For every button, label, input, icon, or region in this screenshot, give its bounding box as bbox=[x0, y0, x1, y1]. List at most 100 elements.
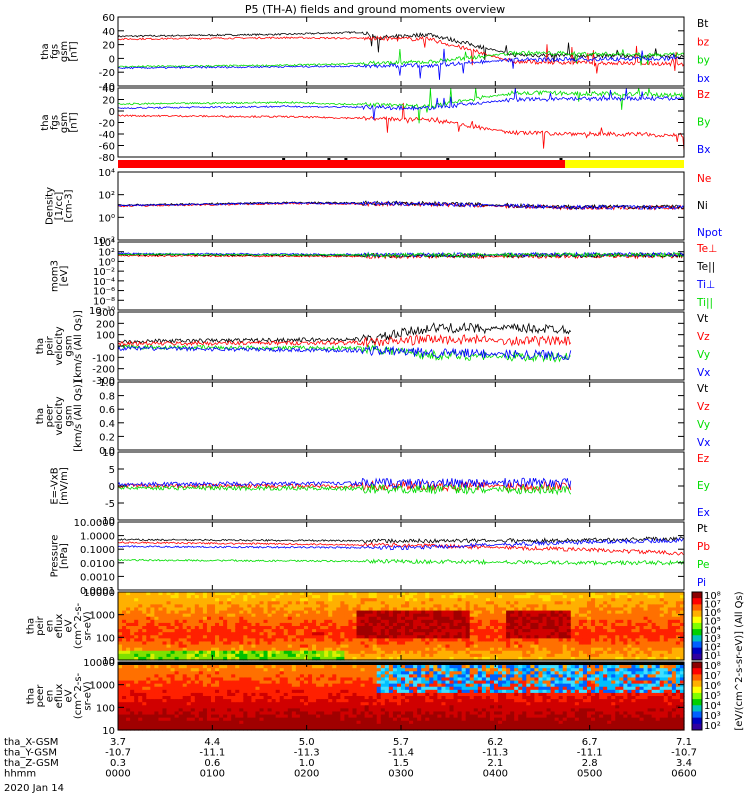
ytick-label: 0 bbox=[109, 54, 115, 65]
xtick-x: 6.2 bbox=[487, 737, 503, 748]
date-label: 2020 Jan 14 bbox=[4, 783, 64, 794]
xtick-y: -10.7 bbox=[105, 748, 131, 759]
ylabel-line: tha bbox=[40, 43, 51, 59]
ylabel-line: (cm^2-s- bbox=[73, 672, 84, 719]
ytick-label: 0.0 bbox=[99, 446, 115, 457]
colorbar-tick: 10⁵ bbox=[704, 617, 721, 628]
legend-Te⊥: Te⊥ bbox=[696, 243, 717, 255]
panel-pressure bbox=[117, 521, 685, 591]
mode-bar-slow bbox=[118, 160, 566, 168]
ylabel-line: eflux bbox=[54, 614, 65, 639]
ytick-label: 0.0100 bbox=[80, 559, 115, 570]
colorbar-tick: 10⁸ bbox=[704, 591, 721, 602]
legend-By: By bbox=[697, 117, 710, 129]
xtick-t: 0500 bbox=[577, 769, 602, 780]
axes-frame-temperature bbox=[117, 241, 685, 311]
ytick-label: -300 bbox=[92, 376, 115, 387]
series-fgs_gsm-Bt bbox=[117, 31, 685, 63]
ylabel-line: gsm bbox=[64, 405, 75, 426]
xtick-t: 0400 bbox=[483, 769, 508, 780]
mode-tick-2 bbox=[344, 158, 348, 160]
mode-bar-fast bbox=[565, 160, 684, 168]
colorbar-2 bbox=[691, 661, 703, 731]
ytick-label: 1.0000 bbox=[80, 532, 115, 543]
ylabel-line: Density bbox=[45, 187, 56, 225]
xaxis-row-label-1: tha_Y-GSM bbox=[4, 748, 57, 759]
xtick-x: 3.7 bbox=[110, 737, 126, 748]
ylabel-line: (cm^2-s- bbox=[73, 602, 84, 649]
legend-Vx: Vx bbox=[697, 367, 710, 379]
legend-Pb: Pb bbox=[697, 541, 710, 553]
legend-by: by bbox=[697, 55, 710, 67]
legend-bz: bz bbox=[697, 36, 710, 48]
series-peir_velocity-Vt bbox=[117, 322, 572, 345]
series-pressure-Pt bbox=[117, 536, 685, 544]
colorbar-tick: 10⁸ bbox=[704, 661, 721, 672]
xtick-x: 5.7 bbox=[393, 737, 409, 748]
xtick-t: 0000 bbox=[105, 769, 130, 780]
legend-Npot: Npot bbox=[697, 227, 722, 239]
panel-density bbox=[117, 171, 685, 241]
xaxis-row-label-0: tha_X-GSM bbox=[4, 737, 58, 748]
colorbar-tick: 10³ bbox=[704, 711, 721, 722]
ylabel-line: eflux bbox=[54, 684, 65, 709]
series-fgs_gsm2-Bz bbox=[118, 102, 685, 152]
xtick-z: 0.3 bbox=[110, 758, 126, 769]
axes-frame-peer_velocity bbox=[117, 381, 685, 451]
xtick-z: 2.8 bbox=[582, 758, 598, 769]
ylabel-line: tha bbox=[26, 688, 37, 704]
series-efield-Ex bbox=[117, 477, 572, 489]
ylabel-line: gsm bbox=[64, 335, 75, 356]
xaxis-row-label-3: hhmm bbox=[4, 769, 36, 780]
ylabel-line: [mV/m] bbox=[59, 467, 70, 505]
ylabel-line: [nT] bbox=[68, 112, 79, 132]
xtick-y: -11.1 bbox=[577, 748, 603, 759]
chart-title: P5 (TH-A) fields and ground moments over… bbox=[245, 3, 505, 16]
colorbar-tick: 10² bbox=[704, 642, 721, 653]
series-efield-Ey bbox=[118, 483, 572, 496]
xtick-y: -11.4 bbox=[388, 748, 414, 759]
ytick-label: 10⁻¹⁰ bbox=[89, 306, 115, 317]
legend-Bt: Bt bbox=[697, 18, 708, 30]
axes-frame-fgs_gsm bbox=[117, 16, 685, 87]
xtick-z: 2.1 bbox=[487, 758, 503, 769]
panel-peir_eflux bbox=[117, 591, 685, 661]
colorbar-tick: 10⁵ bbox=[704, 691, 721, 702]
ylabel-line: sr-eV) bbox=[83, 611, 94, 640]
ytick-label: -10 bbox=[99, 516, 115, 527]
ylabel-line: tha bbox=[40, 114, 51, 130]
xaxis-row-label-2: tha_Z-GSM bbox=[4, 758, 59, 769]
ylabel-line: [1/cc] bbox=[54, 192, 65, 221]
panel-efield bbox=[117, 451, 685, 521]
legend-Ey: Ey bbox=[697, 480, 710, 492]
ytick-label: 40 bbox=[102, 27, 115, 38]
ylabel-line: Pressure bbox=[49, 535, 60, 578]
ytick-label: 40 bbox=[102, 84, 115, 95]
ytick-label: 0.0001 bbox=[80, 586, 115, 597]
colorbar-label: [eV/(cm^2-s-sr-eV)] (All Qs) bbox=[734, 591, 745, 730]
ylabel-line: [nT] bbox=[68, 41, 79, 61]
legend-Ex: Ex bbox=[697, 507, 710, 519]
panel-peer_eflux bbox=[117, 661, 685, 731]
ytick-label: -80 bbox=[99, 153, 115, 164]
legend-Vz: Vz bbox=[697, 331, 710, 343]
ylabel-line: en bbox=[45, 620, 56, 633]
colorbar-tick: 10⁶ bbox=[704, 681, 721, 692]
ytick-label: 10⁻² bbox=[93, 236, 115, 247]
ylabel-line: peir bbox=[45, 335, 56, 355]
xtick-z: 3.4 bbox=[676, 758, 692, 769]
series-density-Npot bbox=[117, 200, 685, 211]
series-pressure-Pi bbox=[117, 537, 685, 551]
ytick-label: -200 bbox=[92, 365, 115, 376]
xtick-t: 0100 bbox=[200, 769, 225, 780]
legend-Ni: Ni bbox=[697, 200, 708, 212]
panel-fgs_gsm bbox=[117, 16, 685, 87]
xtick-y: -11.3 bbox=[294, 748, 320, 759]
ylabel-line: en bbox=[45, 690, 56, 703]
series-pressure-Pb bbox=[117, 541, 685, 556]
series-peir_velocity-Vz bbox=[117, 333, 572, 348]
ytick-label: 20 bbox=[102, 41, 115, 52]
mode-tick-4 bbox=[559, 158, 563, 160]
mode-tick-0 bbox=[282, 158, 286, 160]
